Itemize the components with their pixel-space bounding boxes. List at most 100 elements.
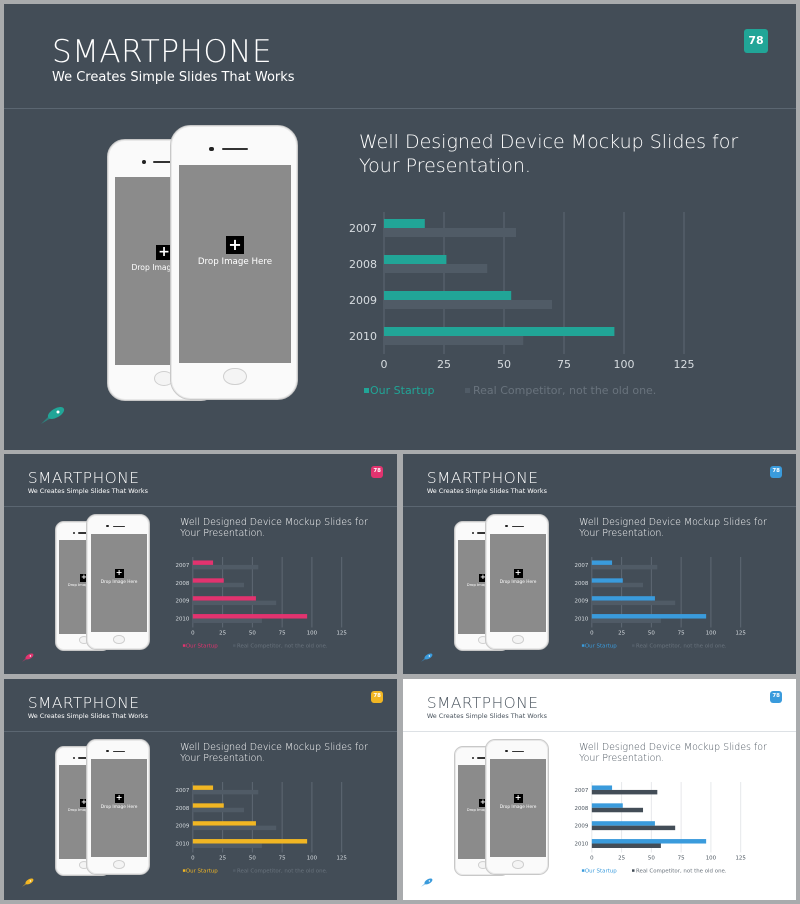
bar-our-startup: [192, 803, 224, 809]
plus-icon[interactable]: +: [479, 572, 487, 582]
rocket-trail: [41, 416, 51, 424]
phone-front: + Drop Image Here: [86, 514, 150, 651]
drop-image-label: Drop Image Here: [67, 583, 100, 588]
x-tick-label: 25: [437, 358, 451, 371]
legend-competitor: Real Competitor, not the old one.: [636, 644, 727, 650]
bar-competitor: [192, 565, 259, 570]
page-number-badge: 78: [770, 691, 783, 704]
slide-subtitle: We Creates Simple Slides That Works: [27, 711, 148, 720]
phone-screen[interactable]: + Drop Image Here: [490, 759, 547, 858]
bar-chart: 0 25 50 75 100 125 2007 2008 2009 2010 Our Startup…: [574, 557, 746, 650]
rocket-window: [429, 655, 431, 658]
y-category-label: 2007: [175, 563, 189, 569]
plus-icon[interactable]: +: [513, 568, 523, 579]
y-category-label: 2008: [574, 581, 588, 587]
bar-competitor: [591, 843, 661, 849]
heading-line-1: Well Designed Device Mockup Slides for: [180, 516, 368, 528]
phone-front: + Drop Image Here: [170, 125, 298, 400]
legend-swatch-our-startup: [364, 388, 369, 393]
y-category-label: 2010: [175, 617, 189, 623]
plus-icon[interactable]: +: [226, 235, 244, 254]
x-tick-label: 50: [249, 631, 256, 637]
phone-front: + Drop Image Here: [485, 739, 549, 876]
phone-camera: [505, 525, 508, 528]
rocket-window: [56, 410, 60, 414]
heading-line-2: Your Presentation.: [579, 753, 665, 765]
y-category-label: 2010: [574, 617, 588, 623]
plus-icon[interactable]: +: [80, 797, 88, 807]
slide-yellow[interactable]: SMARTPHONE We Creates Simple Slides That …: [4, 679, 397, 900]
phone-speaker: [112, 525, 126, 528]
phone-speaker: [511, 525, 525, 528]
y-category-label: 2009: [175, 824, 189, 830]
plus-icon[interactable]: +: [114, 793, 124, 804]
bar-competitor: [384, 228, 516, 237]
bar-our-startup: [591, 803, 623, 809]
slide-white[interactable]: SMARTPHONE We Creates Simple Slides That …: [403, 679, 796, 900]
bar-competitor: [591, 565, 658, 570]
bar-our-startup: [591, 785, 612, 791]
phone-screen[interactable]: + Drop Image Here: [178, 164, 292, 363]
bar-competitor: [192, 808, 244, 813]
y-category-label: 2008: [349, 258, 377, 271]
plus-icon[interactable]: +: [156, 243, 172, 261]
slide-pink[interactable]: SMARTPHONE We Creates Simple Slides That …: [4, 454, 397, 674]
slide-subtitle: We Creates Simple Slides That Works: [426, 486, 547, 495]
x-tick-label: 50: [497, 358, 511, 371]
heading-line-2: Your Presentation.: [180, 753, 266, 765]
plus-icon[interactable]: +: [80, 572, 88, 582]
x-tick-label: 50: [648, 631, 655, 637]
home-button[interactable]: [223, 368, 247, 386]
header-divider: [4, 505, 397, 507]
phone-speaker: [78, 757, 90, 759]
bar-competitor: [591, 618, 661, 624]
legend-swatch-our-startup: [581, 644, 585, 648]
rocket-body: [424, 878, 433, 885]
home-button[interactable]: [512, 635, 524, 644]
home-button[interactable]: [113, 635, 125, 644]
slide-main[interactable]: SMARTPHONE We Creates Simple Slides That …: [4, 4, 796, 450]
phone-front: + Drop Image Here: [485, 514, 549, 651]
y-category-label: 2010: [574, 842, 588, 848]
drop-image-label: Drop Image Here: [100, 805, 138, 811]
bar-competitor: [192, 825, 276, 831]
legend-swatch-competitor: [232, 644, 236, 648]
x-tick-label: 100: [306, 631, 317, 637]
y-category-label: 2009: [175, 599, 189, 605]
legend-swatch-our-startup: [581, 869, 585, 873]
slide-blue[interactable]: SMARTPHONE We Creates Simple Slides That …: [403, 454, 796, 674]
rocket-body: [424, 653, 433, 660]
rocket-trail: [421, 658, 427, 663]
rocket-icon: [41, 407, 65, 424]
phone-screen[interactable]: + Drop Image Here: [91, 534, 148, 633]
phone-camera: [106, 750, 109, 753]
phone-camera: [209, 146, 214, 152]
home-button[interactable]: [512, 860, 524, 869]
home-button[interactable]: [113, 860, 125, 869]
bar-our-startup: [591, 614, 706, 619]
bar-our-startup: [591, 578, 623, 584]
x-tick-label: 0: [590, 856, 594, 862]
phone-screen[interactable]: + Drop Image Here: [490, 534, 547, 633]
legend-swatch-our-startup: [182, 869, 186, 873]
x-tick-label: 100: [306, 856, 317, 862]
heading-line-1: Well Designed Device Mockup Slides for: [579, 516, 767, 528]
plus-icon[interactable]: +: [513, 793, 523, 804]
y-category-label: 2008: [175, 806, 189, 812]
plus-icon[interactable]: +: [479, 797, 487, 807]
drop-image-label: Drop Image Here: [499, 805, 537, 811]
bar-competitor: [192, 583, 244, 588]
rocket-icon: [22, 878, 34, 888]
phone-screen[interactable]: + Drop Image Here: [91, 759, 148, 858]
rocket-body: [25, 878, 34, 885]
legend-competitor: Real Competitor, not the old one.: [636, 869, 727, 875]
bar-our-startup: [384, 327, 615, 336]
plus-icon[interactable]: +: [114, 568, 124, 579]
slide-heading: Well Designed Device Mockup Slides for Yo…: [579, 517, 767, 541]
bar-competitor: [591, 825, 675, 831]
bar-competitor: [192, 618, 262, 624]
phone-camera: [106, 525, 109, 528]
phone-camera: [471, 756, 474, 759]
legend-competitor: Real Competitor, not the old one.: [473, 384, 656, 397]
x-tick-label: 75: [557, 358, 571, 371]
